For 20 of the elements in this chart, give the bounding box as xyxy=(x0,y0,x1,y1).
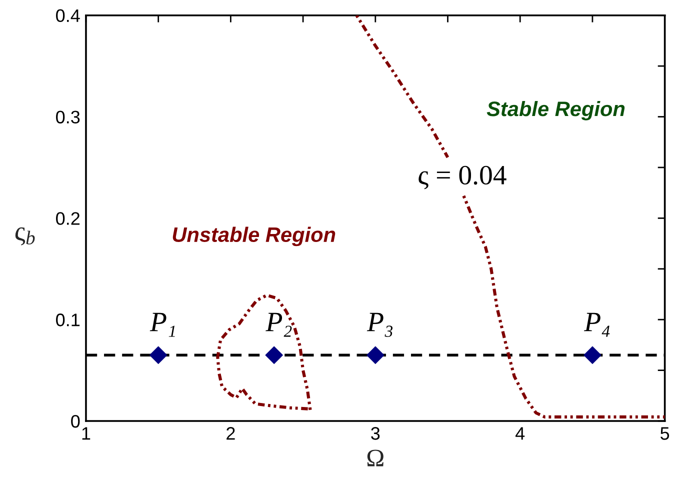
annotation: Unstable Region xyxy=(172,226,336,246)
y-tick-label: 0.3 xyxy=(56,110,80,124)
y-tick-label: 0 xyxy=(71,414,80,428)
annotation: P₁ xyxy=(150,312,175,337)
annotation: P₃ xyxy=(366,312,393,337)
line-series xyxy=(216,294,312,412)
x-axis-title: Ω xyxy=(367,450,384,466)
annotation: P₂ xyxy=(266,312,292,337)
x-tick-label: 4 xyxy=(516,427,525,440)
y-axis-title: ς$_{b}$ xyxy=(15,227,35,246)
x-tick-label: 5 xyxy=(660,427,670,440)
annotation: P₄ xyxy=(584,312,610,337)
x-tick-label: 1 xyxy=(82,427,90,440)
annotation: ς = 0.04 xyxy=(418,166,506,190)
annotation: Stable Region xyxy=(486,100,625,120)
x-tick-label: 3 xyxy=(371,427,380,440)
x-tick-label: 2 xyxy=(226,427,235,440)
y-tick-label: 0.4 xyxy=(56,9,80,22)
y-tick-label: 0.2 xyxy=(56,212,80,225)
y-tick-label: 0.1 xyxy=(56,314,80,326)
